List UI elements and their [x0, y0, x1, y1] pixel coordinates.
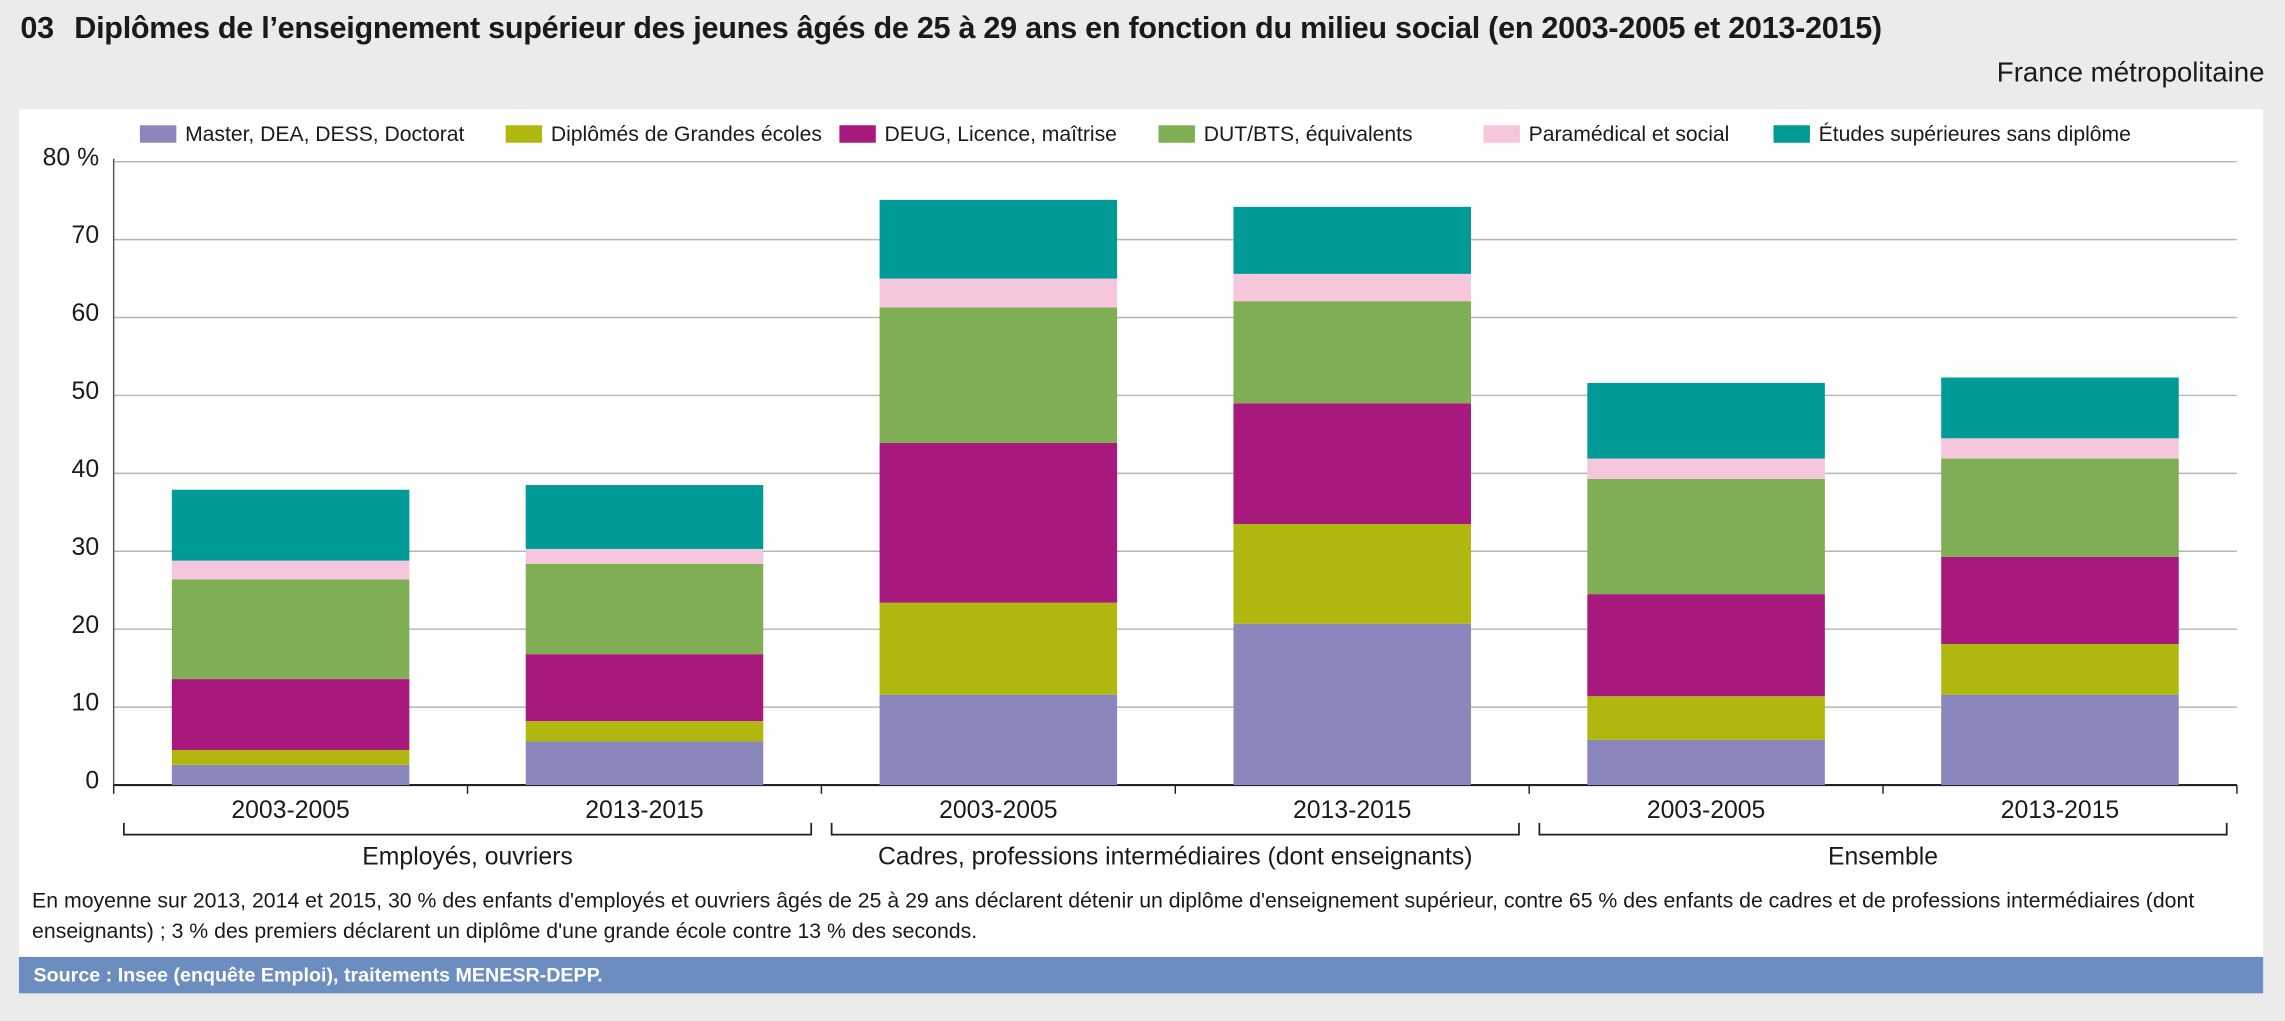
chart-source: Source : Insee (enquête Emploi), traitem… — [18, 956, 2264, 994]
bar-segment — [1587, 696, 1825, 740]
bar-segment — [1941, 458, 2179, 557]
bar-segment — [525, 485, 764, 549]
bar-segment — [1941, 438, 2179, 459]
bar-segment — [1941, 694, 2179, 786]
bar-segment — [1233, 206, 1471, 274]
figure-number: 03 — [20, 11, 54, 46]
bar-segment — [1587, 458, 1825, 479]
bar-segment — [171, 679, 410, 750]
bar-segment — [1587, 594, 1825, 697]
legend-label: Paramédical et social — [1529, 123, 1730, 146]
bar-segment — [525, 548, 764, 564]
bar-segment — [525, 721, 764, 742]
y-tick-label: 70 — [72, 222, 100, 249]
bar-segment — [171, 749, 410, 765]
legend-label: Études supérieures sans diplôme — [1819, 123, 2131, 146]
y-tick-label: 40 — [72, 456, 100, 483]
bar-segment — [879, 602, 1118, 695]
legend-swatch — [1158, 125, 1195, 143]
bar-segment — [1233, 301, 1471, 404]
bar-segment — [1941, 644, 2179, 695]
bar-segment — [879, 199, 1118, 279]
bar-segment — [525, 563, 764, 655]
y-tick-label: 0 — [85, 768, 99, 795]
group-label: Employés, ouvriers — [362, 843, 573, 870]
x-tick-label: 2003-2005 — [231, 797, 349, 824]
bar-segment — [171, 764, 410, 786]
x-tick-label: 2013-2015 — [585, 797, 703, 824]
chart-title-row: 03 Diplômes de l’enseignement supérieur d… — [20, 11, 1882, 47]
y-tick-label: 60 — [72, 300, 100, 327]
legend-label: DUT/BTS, équivalents — [1204, 123, 1413, 146]
y-tick-label: 20 — [72, 612, 100, 639]
chart-note: En moyenne sur 2013, 2014 et 2015, 30 % … — [32, 889, 2195, 944]
x-tick-label: 2003-2005 — [939, 797, 1057, 824]
legend-label: DEUG, Licence, maîtrise — [885, 123, 1117, 146]
bar-segment — [1233, 524, 1471, 624]
legend-swatch — [505, 125, 543, 143]
x-tick-label: 2003-2005 — [1647, 797, 1765, 824]
y-tick-label: 80 % — [43, 144, 99, 171]
bar-segment — [879, 442, 1118, 603]
bar-segment — [171, 579, 410, 680]
bar-segment — [1941, 556, 2179, 645]
bar-segment — [1233, 403, 1471, 525]
bar-segment — [1587, 739, 1825, 786]
bar-segment — [1587, 382, 1825, 459]
x-tick-label: 2013-2015 — [2001, 797, 2119, 824]
group-label: Ensemble — [1828, 843, 1938, 870]
bar-segment — [1233, 273, 1471, 302]
legend-swatch — [839, 125, 876, 143]
bar-segment — [1233, 623, 1471, 786]
bar-segment — [171, 560, 410, 580]
bar-segment — [879, 278, 1118, 308]
group-bracket — [1538, 822, 2228, 836]
bar-segment — [1587, 478, 1825, 595]
bar-segment — [879, 307, 1118, 443]
y-tick-label: 10 — [72, 690, 100, 717]
chart-title: Diplômes de l’enseignement supérieur des… — [74, 11, 1882, 46]
legend-swatch — [1483, 125, 1520, 143]
group-bracket — [830, 822, 1520, 836]
legend-swatch — [1773, 125, 1810, 143]
group-label: Cadres, professions intermédiaires (dont… — [878, 843, 1472, 870]
legend-label: Diplômés de Grandes écoles — [551, 123, 822, 146]
bar-segment — [1941, 377, 2179, 439]
chart-subtitle: France métropolitaine — [1996, 58, 2265, 89]
x-tick-label: 2013-2015 — [1293, 797, 1411, 824]
legend-swatch — [139, 125, 177, 143]
bar-segment — [879, 694, 1118, 786]
y-tick-label: 50 — [72, 378, 100, 405]
legend-label: Master, DEA, DESS, Doctorat — [185, 123, 464, 146]
bar-segment — [525, 654, 764, 722]
y-tick-label: 30 — [72, 534, 100, 561]
group-bracket — [122, 822, 813, 836]
bar-segment — [171, 489, 410, 561]
bar-segment — [525, 741, 764, 786]
